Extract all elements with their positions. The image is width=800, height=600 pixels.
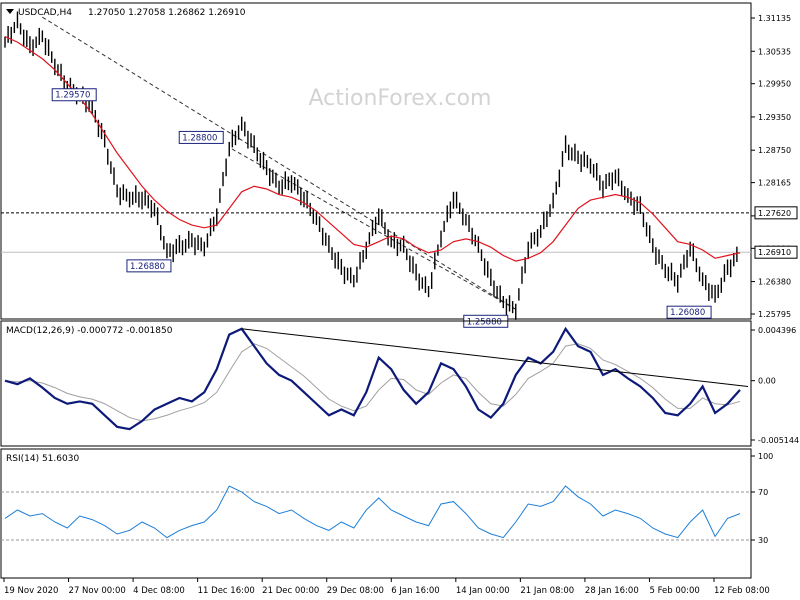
time-tick-label: 27 Nov 00:00: [69, 586, 126, 596]
time-tick-label: 5 Feb 00:00: [649, 586, 699, 596]
annotation-label: 1.28800: [182, 133, 217, 143]
time-tick-label: 19 Nov 2020: [4, 586, 58, 596]
annotation-box: [178, 130, 224, 144]
macd-trendline: [241, 328, 749, 387]
time-tick-label: 28 Jan 16:00: [585, 586, 639, 596]
rsi-line: [4, 485, 741, 539]
annotation-box: [126, 259, 172, 273]
annotation-label: 1.26080: [670, 308, 705, 318]
price-tick-label: 1.28750: [758, 146, 791, 155]
resistance-label-box: [754, 206, 798, 220]
chart-header: USDCAD,H4 1.27050 1.27058 1.26862 1.2691…: [6, 8, 246, 18]
rsi-panel: 100 70 30 RSI(14) 51.6030: [0, 448, 773, 579]
resistance-level: 1.27620: [1, 206, 798, 220]
rsi-tick-label: 30: [758, 536, 768, 545]
price-tick-label: 1.29950: [758, 80, 791, 89]
annotation-label: 1.26880: [130, 262, 165, 272]
macd-tick-label: 0.004396: [758, 326, 796, 335]
annotation-label: 1.25880: [467, 317, 502, 327]
macd-axis: 0.004396 0.00 -0.005144: [751, 326, 799, 445]
resistance-label: 1.27620: [758, 209, 791, 218]
current-price-label: 1.26910: [758, 248, 791, 257]
annotation-box: [51, 88, 97, 102]
macd-tick-label: -0.005144: [758, 436, 799, 445]
rsi-title: RSI(14) 51.6030: [6, 454, 79, 464]
time-tick-label: 11 Dec 16:00: [198, 586, 255, 596]
price-tick-label: 1.31135: [758, 14, 791, 23]
ohlc-values: 1.27050 1.27058 1.26862 1.26910: [88, 8, 246, 18]
downtrend-line: [42, 16, 517, 310]
annotation-label: 1.29570: [55, 91, 90, 101]
dropdown-triangle-icon[interactable]: [6, 9, 14, 14]
macd-panel-frame: [0, 320, 752, 447]
macd-panel: 0.004396 0.00 -0.005144 MACD(12,26,9) -0.0…: [0, 320, 799, 447]
current-price-box: [754, 245, 798, 259]
price-candles: [4, 11, 738, 320]
time-tick-label: 6 Jan 16:00: [391, 586, 439, 596]
time-tick-label: 12 Feb 08:00: [714, 586, 770, 596]
price-tick-label: 1.25795: [758, 310, 791, 319]
macd-signal-line: [4, 343, 741, 422]
watermark: ActionForex.com: [309, 86, 492, 111]
current-price-line: 1.26910: [1, 245, 798, 259]
time-tick-label: 29 Dec 08:00: [327, 586, 384, 596]
macd-tick-label: 0.00: [758, 377, 776, 386]
price-tick-label: 1.26380: [758, 278, 791, 287]
time-tick-label: 14 Jan 00:00: [456, 586, 510, 596]
time-tick-label: 4 Dec 08:00: [133, 586, 185, 596]
rsi-panel-frame: [0, 448, 752, 579]
price-panel-frame: [0, 2, 752, 320]
time-axis: 19 Nov 2020 27 Nov 00:00 4 Dec 08:00 11 Dec…: [3, 578, 770, 596]
time-tick-label: 21 Dec 00:00: [262, 586, 319, 596]
macd-title: MACD(12,26,9) -0.000772 -0.001850: [6, 326, 173, 336]
moving-average-line: [4, 36, 741, 262]
price-tick-label: 1.29350: [758, 113, 791, 122]
rsi-axis: 100 70 30: [1, 452, 773, 545]
price-tick-label: 1.30535: [758, 47, 791, 56]
rsi-tick-label: 70: [758, 488, 768, 497]
instrument-label: USDCAD,H4: [18, 8, 72, 18]
annotation-box: [666, 305, 712, 319]
rsi-tick-label: 100: [758, 452, 773, 461]
price-tick-label: 1.28165: [758, 179, 791, 188]
macd-main-line: [4, 326, 741, 431]
time-tick-label: 21 Jan 08:00: [520, 586, 574, 596]
